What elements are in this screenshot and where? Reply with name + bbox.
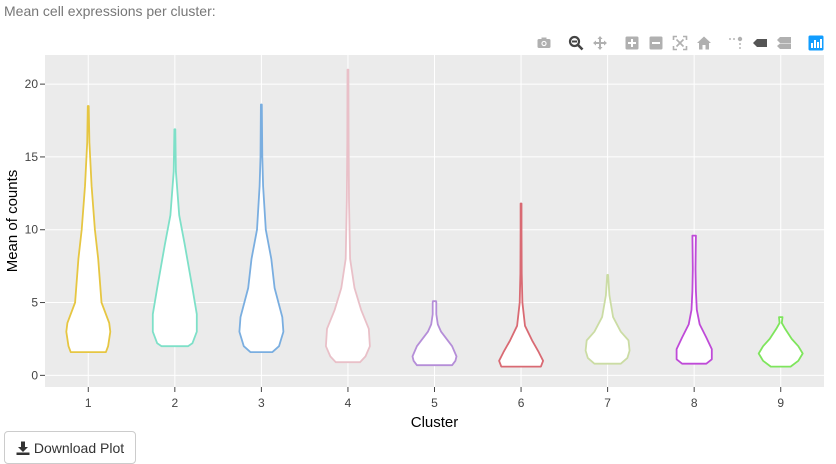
y-tick-label: 0 bbox=[31, 368, 38, 382]
pan-icon[interactable] bbox=[588, 33, 612, 53]
violins bbox=[65, 68, 804, 368]
hover-closest-icon[interactable] bbox=[748, 33, 772, 53]
violin-cluster-7[interactable] bbox=[584, 274, 631, 365]
plotly-logo-icon[interactable] bbox=[804, 33, 828, 53]
download-plot-label: Download Plot bbox=[33, 439, 125, 456]
y-tick-label: 5 bbox=[31, 296, 38, 310]
x-tick-label: 6 bbox=[518, 396, 525, 410]
x-tick-label: 2 bbox=[171, 396, 178, 410]
x-tick-label: 7 bbox=[604, 396, 611, 410]
zoom-in-icon[interactable] bbox=[620, 33, 644, 53]
x-tick-label: 5 bbox=[431, 396, 438, 410]
y-tick-label: 15 bbox=[25, 150, 39, 164]
y-tick-label: 10 bbox=[25, 223, 39, 237]
violin-cluster-3[interactable] bbox=[238, 103, 285, 353]
download-icon bbox=[16, 441, 30, 455]
camera-icon[interactable] bbox=[532, 33, 556, 53]
x-axis-title: Cluster bbox=[411, 414, 459, 431]
x-tick-label: 3 bbox=[258, 396, 265, 410]
y-axis: 0 5 10 15 20 bbox=[25, 77, 45, 382]
spike-lines-icon[interactable] bbox=[724, 33, 748, 53]
y-axis-title: Mean of counts bbox=[4, 170, 21, 273]
violin-cluster-8[interactable] bbox=[675, 234, 713, 365]
chart-toolbar bbox=[532, 33, 828, 53]
y-tick-label: 20 bbox=[25, 77, 39, 91]
violin-cluster-2[interactable] bbox=[151, 128, 198, 348]
hover-compare-icon[interactable] bbox=[772, 33, 796, 53]
zoom-out-icon[interactable] bbox=[644, 33, 668, 53]
zoom-icon[interactable] bbox=[564, 33, 588, 53]
reset-axes-icon[interactable] bbox=[692, 33, 716, 53]
x-tick-label: 1 bbox=[85, 396, 92, 410]
chart-heading: Mean cell expressions per cluster: bbox=[4, 3, 216, 19]
violin-cluster-1[interactable] bbox=[65, 105, 112, 353]
violin-cluster-5[interactable] bbox=[411, 300, 458, 367]
autoscale-icon[interactable] bbox=[668, 33, 692, 53]
x-axis: 1 2 3 4 5 6 7 8 9 bbox=[85, 387, 784, 410]
violin-cluster-9[interactable] bbox=[757, 316, 804, 368]
x-tick-label: 4 bbox=[345, 396, 352, 410]
x-tick-label: 9 bbox=[777, 396, 784, 410]
x-tick-label: 8 bbox=[691, 396, 698, 410]
violin-cluster-4[interactable] bbox=[325, 68, 371, 364]
violin-cluster-6[interactable] bbox=[498, 202, 544, 368]
download-plot-button[interactable]: Download Plot bbox=[4, 431, 136, 464]
